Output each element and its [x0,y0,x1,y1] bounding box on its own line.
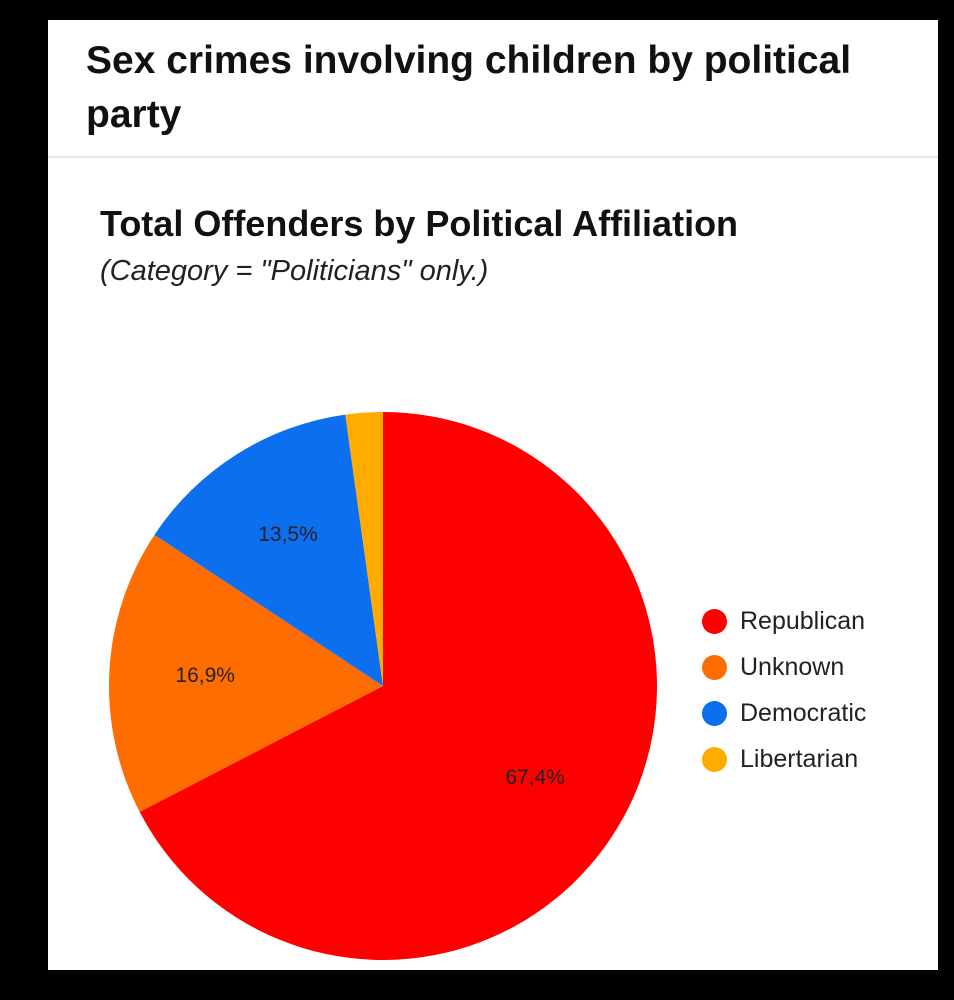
post-header: Sex crimes involving children by politic… [48,20,938,158]
pie-slice-republican [139,412,658,961]
pie-slice-democratic [154,414,383,686]
legend-swatch [702,608,727,634]
slice-label-republican: 67,4% [505,766,565,789]
slice-label-unknown: 16,9% [175,664,235,687]
legend-label: Libertarian [740,744,859,773]
legend-swatch [702,700,727,726]
chart-subtitle: (Category = "Politicians" only.) [100,255,489,287]
legend-swatch [702,654,727,680]
post-card: Sex crimes involving children by politic… [48,20,938,970]
legend-item-unknown: Unknown [702,644,866,690]
legend-label: Unknown [740,652,845,681]
slice-label-democratic: 13,5% [258,523,318,546]
legend-item-libertarian: Libertarian [702,736,866,782]
legend-item-democratic: Democratic [702,690,866,736]
legend-swatch [702,746,727,772]
chart-legend: Republican Unknown Democratic Libertarian [702,598,866,782]
legend-label: Democratic [740,698,867,727]
post-title: Sex crimes involving children by politic… [86,39,852,136]
pie-chart: 67,4% 16,9% 13,5% [109,412,658,961]
pie-slice-unknown [109,534,384,812]
legend-label: Republican [740,606,866,635]
chart-title: Total Offenders by Political Affiliation [100,203,739,244]
legend-item-republican: Republican [702,598,866,644]
pie-slice-libertarian [345,412,383,686]
